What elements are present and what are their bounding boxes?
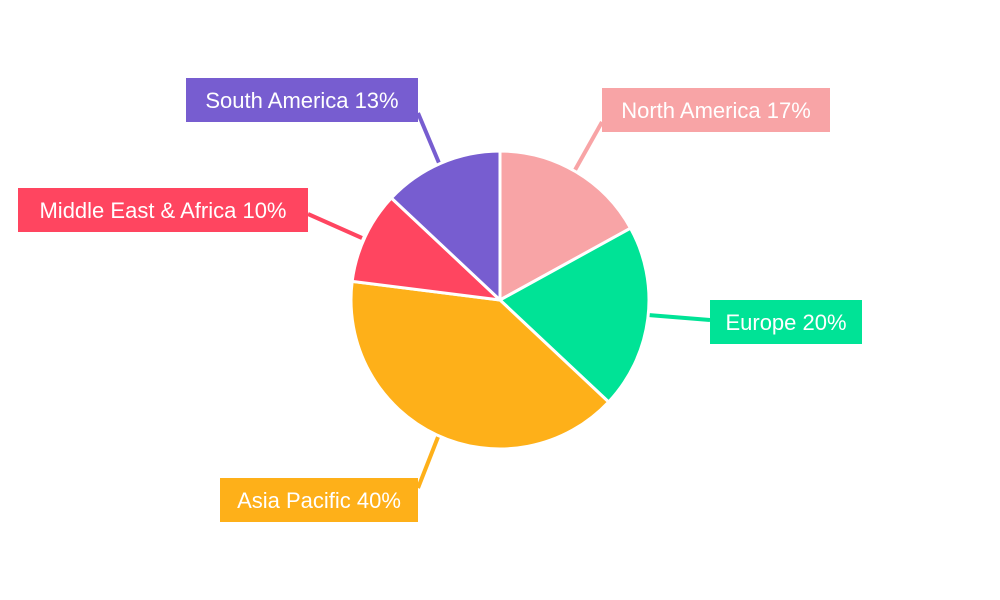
- label-box: [710, 300, 862, 344]
- leader-line-north-america: [573, 121, 604, 171]
- label-box: [220, 478, 418, 522]
- label-text: Europe 20%: [725, 310, 846, 335]
- slice-middle-east-and-africa[interactable]: [350, 196, 502, 302]
- slice-europe[interactable]: [498, 226, 651, 404]
- slice-south-america[interactable]: [389, 149, 502, 302]
- data-label-asia-pacific: Asia Pacific 40%: [220, 478, 418, 522]
- label-box: [18, 188, 308, 232]
- leader-line-south-america: [416, 112, 441, 164]
- data-label-north-america: North America 17%: [602, 88, 830, 132]
- slice-asia-pacific[interactable]: [349, 279, 611, 451]
- data-label-middle-east-and-africa: Middle East & Africa 10%: [18, 188, 308, 232]
- label-text: North America 17%: [621, 98, 811, 123]
- leader-line-middle-east-and-africa: [307, 212, 363, 240]
- label-box: [186, 78, 418, 122]
- label-box: [602, 88, 830, 132]
- slice-north-america[interactable]: [498, 149, 633, 302]
- data-label-europe: Europe 20%: [710, 300, 862, 344]
- leader-line-asia-pacific: [416, 436, 440, 489]
- leader-line-europe: [647, 313, 711, 322]
- label-text: Middle East & Africa 10%: [39, 198, 286, 223]
- data-label-south-america: South America 13%: [186, 78, 418, 122]
- label-text: Asia Pacific 40%: [237, 488, 401, 513]
- label-text: South America 13%: [205, 88, 398, 113]
